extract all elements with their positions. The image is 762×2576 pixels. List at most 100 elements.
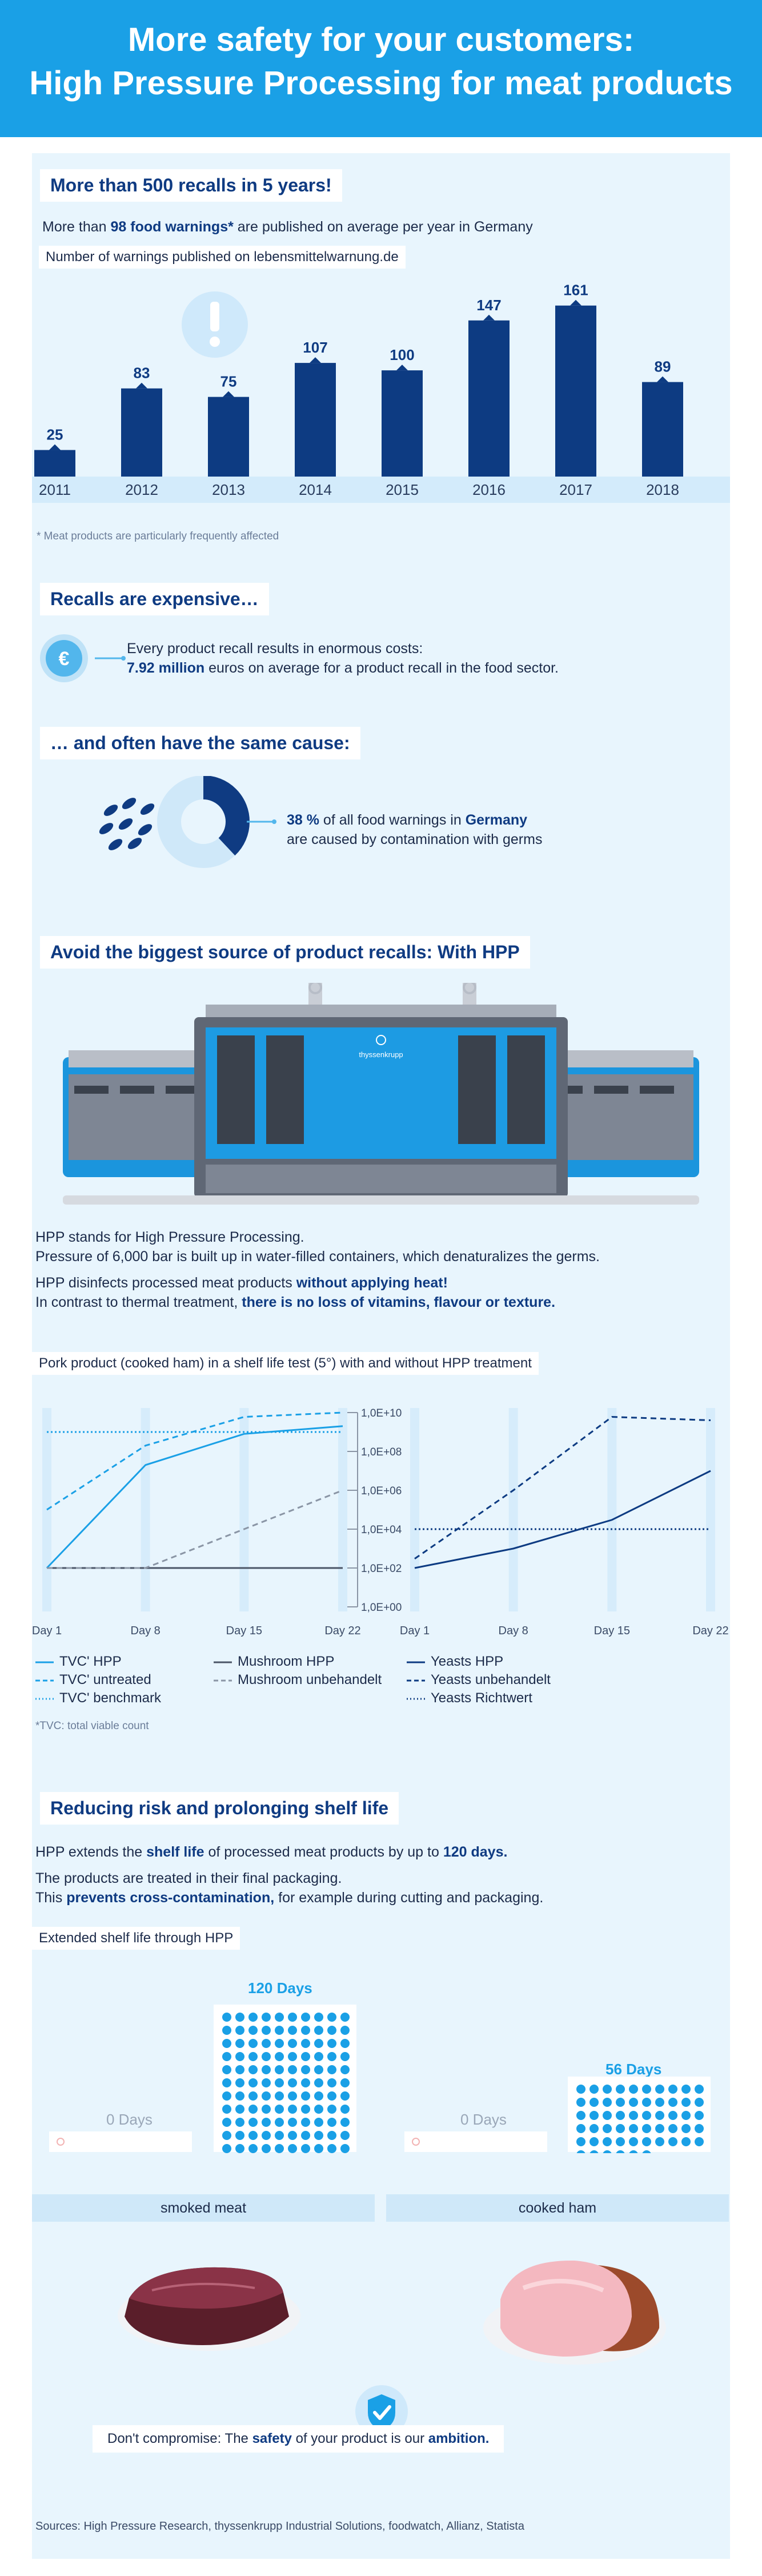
shelf-day-dot — [603, 2150, 612, 2153]
shelf-day-dot — [235, 2013, 244, 2022]
shelf-day-dot — [301, 2105, 310, 2114]
shelf-day-dot — [262, 2026, 271, 2035]
shelf-day-dot — [340, 2118, 350, 2127]
shelf-day-dot — [576, 2150, 585, 2153]
alert-watermark-icon — [182, 291, 248, 358]
empty-box-ham — [404, 2131, 547, 2152]
shelf-day-dot — [301, 2065, 310, 2074]
hpp-para-4: In contrast to thermal treatment, there … — [35, 1294, 556, 1310]
bar-value-label: 147 — [476, 297, 501, 314]
shelf-day-dot — [576, 2085, 585, 2094]
shelf-day-dot — [668, 2098, 677, 2107]
shelf-day-dot — [248, 2013, 258, 2022]
shelf-day-dot — [616, 2137, 625, 2146]
hpp-title: Avoid the biggest source of product reca… — [40, 936, 530, 969]
shelf-day-dot — [616, 2085, 625, 2094]
bar-tip — [483, 314, 495, 321]
line-series — [46, 1425, 343, 1569]
shelf-day-dot — [262, 2144, 271, 2153]
hpp-para-2: Pressure of 6,000 bar is built up in wat… — [35, 1249, 600, 1265]
shelf-day-dot — [576, 2098, 585, 2107]
shelf-day-dot — [642, 2137, 651, 2146]
hpp-machine-illustration: thyssenkrupp — [63, 983, 699, 1205]
bar-2011 — [34, 450, 75, 477]
bar-2017 — [555, 305, 596, 477]
shelf-day-dot — [235, 2131, 244, 2140]
shelf-day-dot — [668, 2111, 677, 2120]
shelf-day-dot — [275, 2078, 284, 2087]
shelf-day-dot — [222, 2118, 231, 2127]
cause-line-2: are caused by contamination with germs — [287, 831, 543, 847]
shelf-day-dot — [235, 2118, 244, 2127]
shelf-day-dot — [616, 2111, 625, 2120]
legend-tvc-untreated: TVC' untreated — [35, 1672, 151, 1687]
shelf-day-dot — [340, 2131, 350, 2140]
shelf-day-dot — [288, 2065, 297, 2074]
legend-mushroom-untreated: Mushroom unbehandelt — [214, 1672, 382, 1687]
shelf-dots-chart — [49, 2005, 711, 2153]
shelf-day-dot — [275, 2026, 284, 2035]
shelf-day-dot — [327, 2118, 336, 2127]
category-smoked-meat: smoked meat — [32, 2194, 375, 2222]
bar-year-label: 2017 — [559, 481, 592, 498]
shelf-day-dot — [340, 2026, 350, 2035]
recalls-intro: More than 98 food warnings* are publishe… — [42, 219, 533, 235]
shelf-day-dot — [275, 2039, 284, 2048]
shelf-day-dot — [576, 2111, 585, 2120]
bar-value-label: 25 — [47, 426, 63, 443]
shelf-day-dot — [262, 2118, 271, 2127]
bar-value-label: 83 — [134, 365, 150, 382]
germs-donut-graphic — [99, 776, 276, 868]
shelf-day-dot — [301, 2078, 310, 2087]
shelf-day-dot — [314, 2026, 323, 2035]
dots-box-smoked — [214, 2005, 356, 2152]
shelf-day-dot — [222, 2105, 231, 2114]
shelf-day-dot — [681, 2137, 691, 2146]
x-tick-label: Day 22 — [692, 1625, 728, 1637]
shelf-day-dot — [301, 2039, 310, 2048]
shelf-day-dot — [695, 2124, 704, 2133]
days-label-smoked-hpp: 120 Days — [248, 1979, 312, 1997]
shelf-day-dot — [288, 2039, 297, 2048]
shelf-day-dot — [248, 2065, 258, 2074]
day-band — [508, 1408, 518, 1611]
shelf-day-dot — [275, 2052, 284, 2061]
shelf-line-2: The products are treated in their final … — [35, 1870, 342, 1886]
shelf-day-dot — [340, 2105, 350, 2114]
shelf-day-dot — [681, 2111, 691, 2120]
machine-brand-label: thyssenkrupp — [359, 1050, 403, 1059]
shelf-life-line-chart: 1,0E+10 1,0E+08 1,0E+06 1,0E+04 1,0E+02 1,0E+… — [32, 1407, 729, 1637]
x-tick-label: Day 22 — [324, 1625, 360, 1637]
recalls-title: More than 500 recalls in 5 years! — [40, 169, 342, 202]
title-line-2: High Pressure Processing for meat produc… — [29, 65, 733, 102]
shelf-day-dot — [288, 2026, 297, 2035]
shelf-day-dot — [248, 2039, 258, 2048]
bar-value-label: 100 — [390, 346, 414, 363]
title-line-1: More safety for your customers: — [127, 21, 635, 58]
shelf-day-dot — [235, 2065, 244, 2074]
shelf-day-dot — [235, 2105, 244, 2114]
shelf-day-dot — [642, 2085, 651, 2094]
shelf-day-dot — [340, 2013, 350, 2022]
x-tick-label: Day 8 — [131, 1625, 161, 1637]
shelf-day-dot — [340, 2078, 350, 2087]
shelf-title: Reducing risk and prolonging shelf life — [40, 1792, 399, 1825]
bar-tip — [570, 299, 581, 306]
shelf-day-dot — [275, 2105, 284, 2114]
line-series — [414, 1470, 711, 1569]
shelf-day-dot — [603, 2111, 612, 2120]
shelf-day-dot — [603, 2137, 612, 2146]
shelf-day-dot — [301, 2144, 310, 2153]
shelf-day-dot — [301, 2118, 310, 2127]
shelf-day-dot — [314, 2105, 323, 2114]
shelf-day-dot — [248, 2131, 258, 2140]
bar-tip — [49, 444, 61, 450]
shelf-day-dot — [222, 2026, 231, 2035]
day-band — [338, 1408, 347, 1611]
legend-yeasts-untreated: Yeasts unbehandelt — [407, 1672, 551, 1687]
line-series — [414, 1416, 711, 1560]
shelf-day-dot — [314, 2065, 323, 2074]
shelf-day-dot — [248, 2144, 258, 2153]
tvc-footnote: *TVC: total viable count — [35, 1720, 149, 1732]
shelf-day-dot — [222, 2091, 231, 2101]
